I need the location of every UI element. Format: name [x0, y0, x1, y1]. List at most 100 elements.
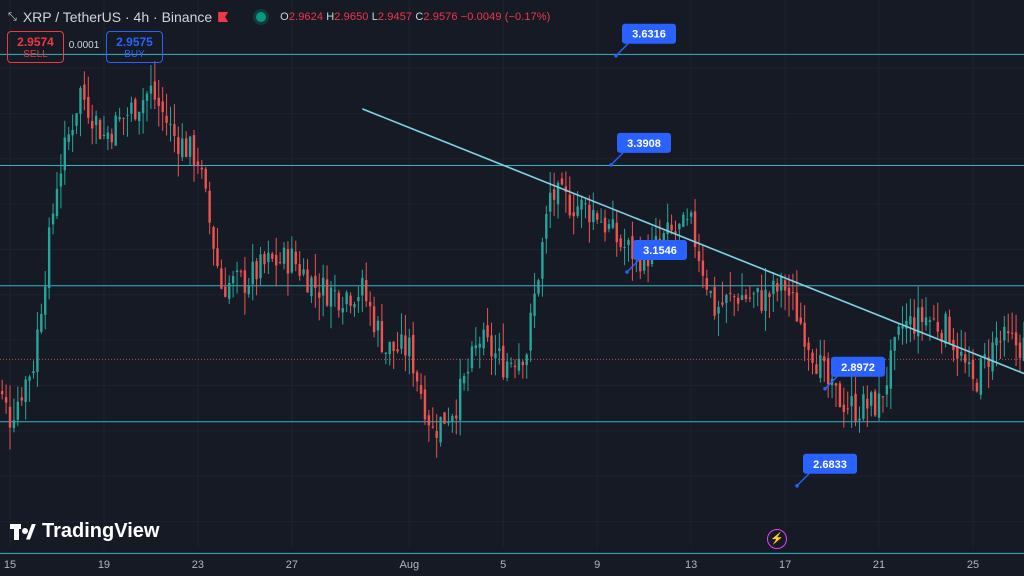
x-tick-label: 25: [967, 559, 979, 571]
candle-body: [670, 224, 673, 231]
candle-body: [897, 326, 900, 335]
candle-body: [106, 132, 110, 139]
candle-body: [709, 291, 712, 293]
candle-body: [83, 84, 86, 100]
candle-body: [408, 337, 411, 357]
candle-body: [321, 277, 325, 296]
candle-body: [940, 332, 943, 342]
level-callout-pointer: [824, 376, 838, 390]
candle-body: [462, 375, 466, 384]
candle-body: [345, 292, 348, 305]
candle-body: [944, 313, 947, 344]
candle-body: [368, 301, 372, 307]
candle-body: [584, 203, 587, 205]
level-callout-pointer: [626, 259, 640, 273]
candle-body: [28, 376, 31, 381]
candle-body: [114, 115, 117, 146]
candle-body: [873, 391, 877, 416]
candle-body: [999, 341, 1002, 343]
candle-body: [752, 293, 755, 295]
candle-body: [689, 212, 693, 217]
candle-body: [619, 238, 622, 248]
candle-body: [333, 290, 337, 292]
candle-body: [20, 397, 23, 401]
candle-body: [623, 246, 626, 248]
candle-body: [165, 115, 168, 123]
lightning-icon[interactable]: ⚡: [767, 529, 787, 549]
candle-body: [854, 393, 857, 422]
candle-body: [282, 247, 286, 264]
candle-body: [208, 190, 211, 223]
candle-body: [325, 279, 329, 306]
candle-body: [607, 224, 611, 230]
x-tick-label: 21: [873, 559, 885, 571]
candle-body: [435, 431, 438, 438]
candle-body: [400, 334, 403, 349]
tradingview-logo[interactable]: TradingView: [10, 520, 159, 543]
candle-body: [987, 357, 990, 367]
sell-button[interactable]: 2.9574 SELL: [7, 31, 64, 63]
candle-body: [799, 317, 802, 324]
candle-body: [443, 412, 446, 424]
candle-body: [274, 254, 278, 266]
candle-body: [995, 337, 998, 346]
candle-body: [415, 372, 419, 382]
candle-body: [365, 280, 368, 302]
candle-body: [494, 353, 497, 359]
candle-body: [1018, 342, 1022, 358]
candle-body: [134, 99, 137, 120]
candle-body: [517, 358, 521, 371]
candle-body: [451, 416, 454, 422]
candle-body: [40, 313, 43, 332]
candle-body: [971, 359, 975, 380]
candle-body: [44, 286, 47, 315]
level-callout-pointer: [610, 152, 624, 166]
candle-body: [466, 371, 470, 374]
candle-body: [228, 283, 231, 299]
buy-button[interactable]: 2.9575 BUY: [106, 31, 163, 63]
candle-body: [541, 242, 544, 279]
x-tick-label: 19: [98, 559, 110, 571]
candle-body: [603, 217, 607, 233]
candle-body: [329, 287, 333, 307]
candle-body: [513, 365, 517, 368]
candle-body: [161, 101, 164, 112]
candle-body: [404, 335, 407, 356]
candle-body: [960, 351, 963, 356]
candle-body: [776, 283, 779, 292]
candle-body: [666, 222, 669, 235]
candle-body: [361, 277, 364, 296]
candle-body: [920, 307, 924, 323]
candle-body: [12, 420, 16, 429]
candle-body: [91, 120, 94, 129]
candle-body: [200, 167, 204, 170]
candle-body: [521, 361, 525, 366]
buy-price: 2.9575: [116, 34, 153, 49]
symbol-title[interactable]: XRP / TetherUS · 4h · Binance: [22, 9, 213, 25]
candle-body: [592, 209, 595, 223]
candle-body: [59, 173, 63, 187]
candle-body: [357, 296, 360, 302]
candle-body: [678, 223, 681, 230]
candle-body: [255, 261, 258, 280]
candle-body: [145, 93, 149, 101]
candle-body: [783, 280, 787, 291]
candle-body: [173, 124, 176, 136]
trendline: [362, 108, 1024, 375]
candle-body: [177, 137, 180, 155]
candle-body: [948, 316, 951, 344]
candle-body: [278, 262, 282, 264]
flag-icon[interactable]: [218, 12, 229, 22]
candle-body: [811, 352, 814, 363]
candle-body: [71, 129, 74, 136]
x-tick-label: 15: [4, 559, 16, 571]
candle-body: [482, 329, 485, 349]
symbol-expand-icon[interactable]: ⤡: [8, 10, 17, 23]
sell-label: SELL: [23, 48, 48, 60]
candle-body: [349, 295, 352, 306]
candle-body: [423, 389, 427, 420]
x-tick-label: Aug: [400, 559, 420, 571]
candle-body: [787, 287, 791, 296]
candle-body: [693, 211, 697, 248]
